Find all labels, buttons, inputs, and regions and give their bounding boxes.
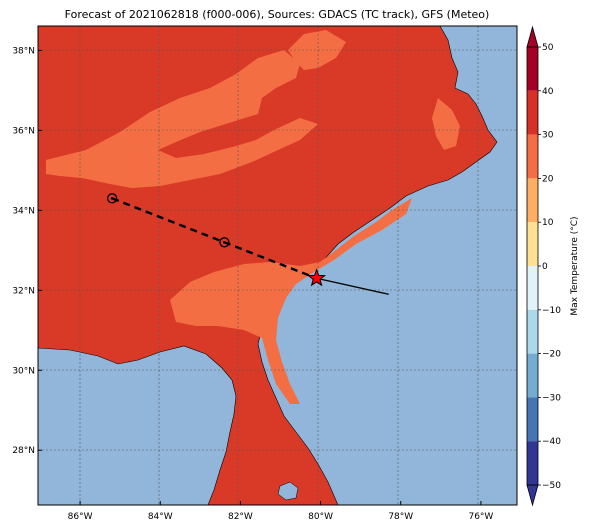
colorbar-segment — [527, 178, 538, 223]
lon-tick-label: 80°W — [308, 512, 333, 522]
map-frame — [37, 25, 518, 506]
past-track-line — [316, 277, 389, 295]
temperature-band-20-30-northeast — [288, 30, 346, 70]
lon-tick-label: 78°W — [388, 512, 413, 522]
lat-tick-label: 38°N — [12, 46, 35, 56]
forecast-point-marker — [219, 237, 230, 248]
gulf-of-mexico — [38, 345, 237, 505]
colorbar-segment — [527, 47, 538, 91]
colorbar-segment — [527, 134, 538, 179]
current-position-star-icon — [307, 268, 327, 287]
temperature-band-20-30-north — [46, 50, 318, 188]
colorbar-segment — [527, 353, 538, 398]
lon-tick-label: 84°W — [148, 512, 173, 522]
colorbar-tick-label: −20 — [542, 350, 561, 360]
colorbar: 50 40 30 20 10 0 −10 −20 −30 −40 −50 — [526, 25, 561, 507]
lon-tick-label: 82°W — [228, 512, 253, 522]
lake-okeechobee — [277, 481, 299, 501]
colorbar-segment — [527, 397, 538, 442]
colorbar-label: Max Temperature (°C) — [570, 216, 580, 315]
colorbar-tick-label: −40 — [542, 437, 561, 447]
colorbar-segment — [527, 309, 538, 354]
lat-tick-label: 30°N — [12, 366, 35, 376]
tc-track — [107, 193, 389, 295]
colorbar-tick-label: 40 — [542, 87, 554, 97]
colorbar-segment — [527, 266, 538, 310]
lat-tick-label: 36°N — [12, 126, 35, 136]
colorbar-segment — [527, 441, 538, 485]
longitude-ticks: 86°W 84°W 82°W 80°W 78°W 76°W — [68, 501, 493, 522]
colorbar-tick-label: 30 — [542, 131, 554, 141]
colorbar-max-extend-arrow — [526, 25, 539, 48]
colorbar-tick-label: −10 — [542, 306, 561, 316]
lat-tick-label: 28°N — [12, 446, 35, 456]
forecast-point-center — [110, 197, 114, 200]
temperature-band-20-30-coast — [432, 98, 460, 150]
lat-tick-label: 34°N — [12, 206, 35, 216]
lat-tick-label: 32°N — [12, 286, 35, 296]
colorbar-tick-label: 10 — [542, 218, 554, 228]
colorbar-tick-label: −50 — [542, 481, 561, 491]
lon-tick-label: 86°W — [68, 512, 93, 522]
colorbar-tick-label: 0 — [542, 262, 548, 272]
colorbar-min-extend-arrow — [526, 484, 539, 507]
temperature-band-20-30-south — [170, 198, 412, 404]
colorbar-tick-label: 20 — [542, 174, 554, 184]
forecast-point-center — [223, 241, 226, 244]
map-title: Forecast of 2021062818 (f000-006), Sourc… — [65, 8, 490, 21]
colorbar-segment — [527, 222, 538, 266]
lon-tick-label: 76°W — [468, 512, 493, 522]
forecast-point-marker — [107, 193, 118, 204]
colorbar-tick-label: −30 — [542, 393, 561, 403]
map-panel — [37, 25, 518, 506]
colorbar-segment — [527, 90, 538, 135]
colorbar-tick-label: 50 — [542, 43, 554, 53]
latitude-ticks: 38°N 36°N 34°N 32°N 30°N 28°N — [12, 46, 42, 456]
